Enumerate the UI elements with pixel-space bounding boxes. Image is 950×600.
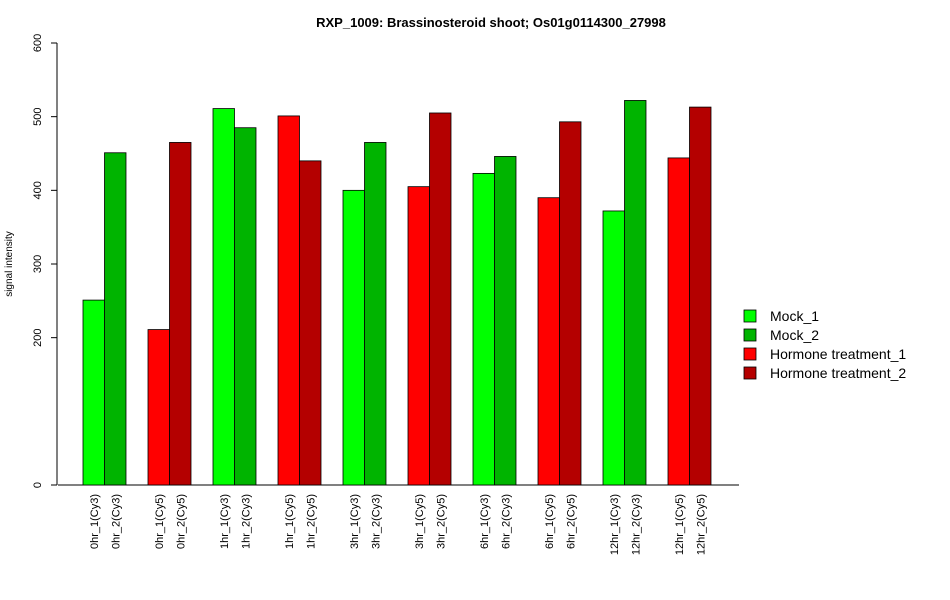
y-tick-label: 500 (32, 107, 44, 125)
bars-group (82, 100, 712, 486)
bar (169, 142, 192, 486)
bar (429, 112, 452, 486)
bar (472, 172, 495, 486)
x-tick-label: 6hr_1(Cy3) (479, 494, 491, 549)
bar (342, 189, 365, 486)
x-tick-label: 0hr_2(Cy3) (110, 494, 122, 549)
x-tick-label: 1hr_1(Cy3) (219, 494, 231, 549)
x-tick-label: 1hr_1(Cy5) (284, 494, 296, 549)
y-axis: 0 200 300 400 500 600 (32, 34, 58, 488)
x-tick-label: 12hr_1(Cy5) (674, 494, 686, 555)
legend-label: Mock_2 (770, 327, 819, 343)
x-tick-label: 12hr_1(Cy3) (609, 494, 621, 555)
y-axis-label: signal intensity (4, 231, 15, 297)
legend-swatch (743, 347, 757, 361)
x-tick-label: 3hr_2(Cy5) (435, 494, 447, 549)
bar (667, 157, 690, 486)
bar (559, 121, 582, 486)
x-tick-label: 0hr_1(Cy3) (89, 494, 101, 549)
x-tick-label: 6hr_2(Cy3) (500, 494, 512, 549)
bar (407, 186, 430, 486)
x-tick-label: 1hr_2(Cy5) (305, 494, 317, 549)
bar (364, 142, 387, 486)
bar (537, 197, 560, 486)
bar (234, 127, 257, 486)
bar (624, 100, 647, 486)
y-tick-label: 400 (32, 181, 44, 199)
x-tick-label: 0hr_2(Cy5) (175, 494, 187, 549)
bar (602, 210, 625, 486)
x-tick-label: 12hr_2(Cy3) (630, 494, 642, 555)
x-tick-label: 6hr_2(Cy5) (565, 494, 577, 549)
x-tick-labels: 0hr_1(Cy3) 0hr_2(Cy3) 0hr_1(Cy5) 0hr_2(Cy5)… (89, 494, 708, 555)
legend-label: Mock_1 (770, 308, 819, 324)
bar (82, 299, 105, 486)
y-tick-label: 0 (32, 482, 44, 488)
bar (277, 115, 300, 486)
bar (299, 160, 322, 486)
bar (212, 108, 235, 486)
legend-swatch (743, 366, 757, 380)
legend-label: Hormone treatment_2 (770, 365, 906, 381)
chart-title: RXP_1009: Brassinosteroid shoot; Os01g01… (316, 15, 666, 30)
x-tick-label: 1hr_2(Cy3) (240, 494, 252, 549)
bar (689, 106, 712, 486)
y-tick-label: 300 (32, 255, 44, 273)
legend: Mock_1 Mock_2 Hormone treatment_1 Hormone t… (743, 308, 906, 381)
y-tick-label: 200 (32, 328, 44, 346)
legend-swatch (743, 309, 757, 323)
legend-swatch (743, 328, 757, 342)
x-tick-label: 0hr_1(Cy5) (154, 494, 166, 549)
legend-label: Hormone treatment_1 (770, 346, 906, 362)
bar (104, 152, 127, 486)
x-tick-label: 3hr_1(Cy3) (349, 494, 361, 549)
x-tick-label: 12hr_2(Cy5) (695, 494, 707, 555)
y-tick-label: 600 (32, 34, 44, 52)
bar (494, 156, 517, 486)
bar (147, 329, 170, 486)
x-tick-label: 3hr_1(Cy5) (414, 494, 426, 549)
x-tick-label: 3hr_2(Cy3) (370, 494, 382, 549)
x-tick-label: 6hr_1(Cy5) (544, 494, 556, 549)
